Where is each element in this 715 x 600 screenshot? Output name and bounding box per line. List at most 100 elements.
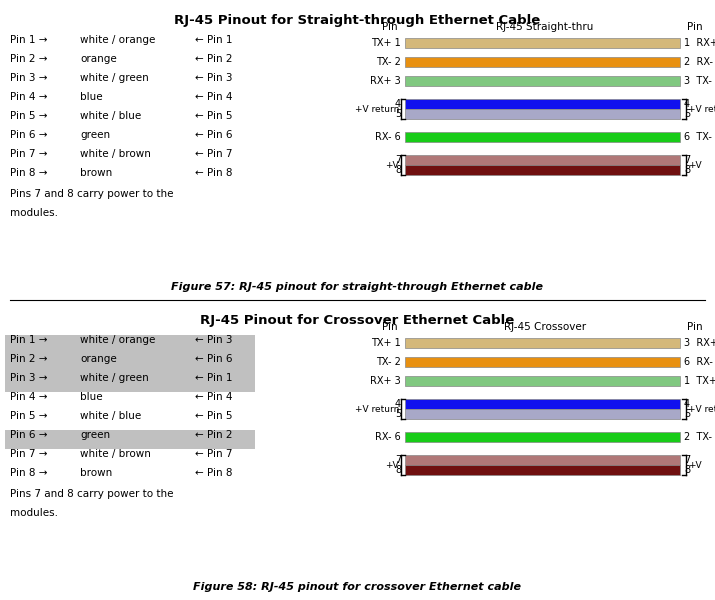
Text: white / blue: white / blue xyxy=(80,111,142,121)
Text: orange: orange xyxy=(80,354,117,364)
Text: Pins 7 and 8 carry power to the: Pins 7 and 8 carry power to the xyxy=(10,189,174,199)
Text: ← Pin 7: ← Pin 7 xyxy=(195,449,232,459)
Text: +V: +V xyxy=(688,160,701,169)
Text: RX+ 3: RX+ 3 xyxy=(370,376,401,386)
Text: RJ-45 Straight-thru: RJ-45 Straight-thru xyxy=(496,22,593,32)
Text: Figure 58: RJ-45 pinout for crossover Ethernet cable: Figure 58: RJ-45 pinout for crossover Et… xyxy=(193,582,521,592)
Text: ← Pin 8: ← Pin 8 xyxy=(195,468,232,478)
Text: RJ-45 Pinout for Straight-through Ethernet Cable: RJ-45 Pinout for Straight-through Ethern… xyxy=(174,14,540,27)
Text: ← Pin 5: ← Pin 5 xyxy=(195,411,232,421)
Text: TX+ 1: TX+ 1 xyxy=(371,38,401,48)
Text: 3  RX+: 3 RX+ xyxy=(684,338,715,348)
Text: ← Pin 6: ← Pin 6 xyxy=(195,130,232,140)
Text: RJ-45 Pinout for Crossover Ethernet Cable: RJ-45 Pinout for Crossover Ethernet Cabl… xyxy=(200,314,514,327)
Text: +V return: +V return xyxy=(688,404,715,413)
Text: ← Pin 3: ← Pin 3 xyxy=(195,73,232,83)
Text: ← Pin 7: ← Pin 7 xyxy=(195,149,232,159)
Text: ← Pin 4: ← Pin 4 xyxy=(195,92,232,102)
Text: 5: 5 xyxy=(395,109,401,119)
Text: 5: 5 xyxy=(684,409,690,419)
Text: 8: 8 xyxy=(684,165,690,175)
Text: Pin 2 →: Pin 2 → xyxy=(10,54,47,64)
Text: 2  TX-: 2 TX- xyxy=(684,432,712,442)
Text: ← Pin 4: ← Pin 4 xyxy=(195,392,232,402)
Text: Pin 2 →: Pin 2 → xyxy=(10,354,47,364)
Text: Pin 8 →: Pin 8 → xyxy=(10,468,47,478)
Text: brown: brown xyxy=(80,168,112,178)
Text: 7: 7 xyxy=(395,455,401,465)
Text: white / orange: white / orange xyxy=(80,35,155,45)
Text: ← Pin 5: ← Pin 5 xyxy=(195,111,232,121)
Text: white / green: white / green xyxy=(80,73,149,83)
Text: Pin 6 →: Pin 6 → xyxy=(10,430,47,440)
Text: 4: 4 xyxy=(684,99,690,109)
Text: Pin: Pin xyxy=(383,22,398,32)
Text: Pin: Pin xyxy=(687,322,703,332)
Text: modules.: modules. xyxy=(10,508,58,518)
Text: Pin 5 →: Pin 5 → xyxy=(10,411,47,421)
Text: Pin 1 →: Pin 1 → xyxy=(10,335,47,345)
Text: Pin 1 →: Pin 1 → xyxy=(10,35,47,45)
Text: ← Pin 3: ← Pin 3 xyxy=(195,335,232,345)
Text: Pin 3 →: Pin 3 → xyxy=(10,373,47,383)
Text: Pin 7 →: Pin 7 → xyxy=(10,449,47,459)
Text: 6  RX-: 6 RX- xyxy=(684,357,713,367)
Text: TX- 2: TX- 2 xyxy=(376,57,401,67)
Text: +V return: +V return xyxy=(688,104,715,113)
Text: Pin: Pin xyxy=(687,22,703,32)
Text: Pin 4 →: Pin 4 → xyxy=(10,392,47,402)
Text: 8: 8 xyxy=(684,465,690,475)
Text: white / orange: white / orange xyxy=(80,335,155,345)
Text: RX+ 3: RX+ 3 xyxy=(370,76,401,86)
Text: white / brown: white / brown xyxy=(80,449,151,459)
Text: +V return: +V return xyxy=(355,104,399,113)
Text: blue: blue xyxy=(80,392,103,402)
Text: 1  TX+: 1 TX+ xyxy=(684,376,715,386)
Text: blue: blue xyxy=(80,92,103,102)
Text: ← Pin 8: ← Pin 8 xyxy=(195,168,232,178)
Text: white / blue: white / blue xyxy=(80,411,142,421)
Text: Pin 4 →: Pin 4 → xyxy=(10,92,47,102)
Text: Pin: Pin xyxy=(383,322,398,332)
Text: brown: brown xyxy=(80,468,112,478)
Text: +V: +V xyxy=(385,160,399,169)
Text: 4: 4 xyxy=(395,399,401,409)
Text: 8: 8 xyxy=(395,465,401,475)
Text: RJ-45 Crossover: RJ-45 Crossover xyxy=(504,322,586,332)
Text: 1  RX+: 1 RX+ xyxy=(684,38,715,48)
Text: Pins 7 and 8 carry power to the: Pins 7 and 8 carry power to the xyxy=(10,489,174,499)
Text: Pin 7 →: Pin 7 → xyxy=(10,149,47,159)
Text: 6  TX-: 6 TX- xyxy=(684,132,712,142)
Text: white / brown: white / brown xyxy=(80,149,151,159)
Text: TX- 2: TX- 2 xyxy=(376,357,401,367)
Text: Pin 8 →: Pin 8 → xyxy=(10,168,47,178)
Text: +V: +V xyxy=(385,461,399,469)
Text: modules.: modules. xyxy=(10,208,58,218)
Text: ← Pin 1: ← Pin 1 xyxy=(195,373,232,383)
Text: ← Pin 6: ← Pin 6 xyxy=(195,354,232,364)
Text: +V: +V xyxy=(688,461,701,469)
Text: 5: 5 xyxy=(395,409,401,419)
Text: Pin 6 →: Pin 6 → xyxy=(10,130,47,140)
Text: +V return: +V return xyxy=(355,404,399,413)
Text: 7: 7 xyxy=(395,155,401,165)
Text: green: green xyxy=(80,130,110,140)
Text: Figure 57: RJ-45 pinout for straight-through Ethernet cable: Figure 57: RJ-45 pinout for straight-thr… xyxy=(171,282,543,292)
Text: ← Pin 2: ← Pin 2 xyxy=(195,430,232,440)
Text: RX- 6: RX- 6 xyxy=(375,432,401,442)
Text: TX+ 1: TX+ 1 xyxy=(371,338,401,348)
Text: Pin 3 →: Pin 3 → xyxy=(10,73,47,83)
Text: 3  TX-: 3 TX- xyxy=(684,76,712,86)
Text: RX- 6: RX- 6 xyxy=(375,132,401,142)
Text: 4: 4 xyxy=(395,99,401,109)
Text: green: green xyxy=(80,430,110,440)
Text: orange: orange xyxy=(80,54,117,64)
Text: 8: 8 xyxy=(395,165,401,175)
Text: Pin 5 →: Pin 5 → xyxy=(10,111,47,121)
Text: white / green: white / green xyxy=(80,373,149,383)
Text: 4: 4 xyxy=(684,399,690,409)
Text: 2  RX-: 2 RX- xyxy=(684,57,713,67)
Text: 7: 7 xyxy=(684,455,690,465)
Text: ← Pin 1: ← Pin 1 xyxy=(195,35,232,45)
Text: 7: 7 xyxy=(684,155,690,165)
